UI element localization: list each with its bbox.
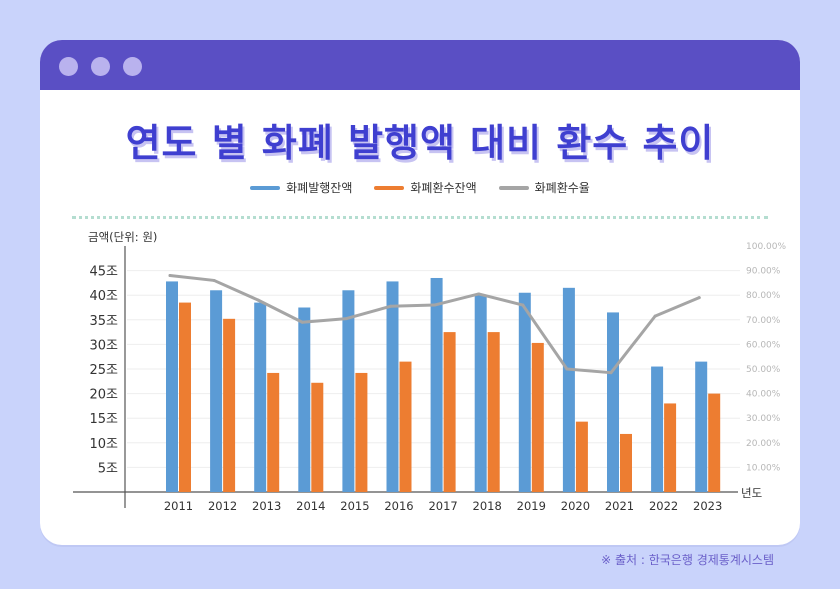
bar-returned bbox=[487, 332, 500, 492]
x-tick-label: 2011 bbox=[164, 499, 193, 513]
y2-tick-label: 60.00% bbox=[746, 340, 781, 350]
bar-returned bbox=[355, 372, 368, 492]
legend-swatch-issued bbox=[250, 185, 281, 190]
legend-label-rate: 화폐환수율 bbox=[534, 181, 590, 195]
divider bbox=[72, 216, 768, 219]
y2-tick-label: 10.00% bbox=[746, 463, 781, 473]
bar-issued bbox=[298, 307, 311, 492]
x-tick-label: 2020 bbox=[561, 499, 590, 513]
bar-issued bbox=[210, 290, 223, 492]
legend-label-returned: 화폐환수잔액 bbox=[410, 181, 477, 195]
bar-issued bbox=[166, 281, 178, 492]
x-tick-label: 2015 bbox=[340, 499, 369, 513]
y2-tick-label: 70.00% bbox=[746, 316, 781, 326]
y2-tick-label: 50.00% bbox=[746, 365, 781, 375]
rate-point bbox=[521, 303, 525, 307]
bar-issued bbox=[386, 281, 399, 492]
y-tick-label: 40조 bbox=[89, 289, 118, 304]
legend-item-returned: 화폐환수잔액 bbox=[374, 179, 477, 196]
y2-tick-label: 30.00% bbox=[746, 414, 781, 424]
bar-issued bbox=[607, 312, 619, 492]
bar-returned bbox=[311, 382, 324, 492]
x-axis-title: 년도 bbox=[741, 486, 762, 500]
window-dot-icon bbox=[123, 57, 142, 76]
bar-issued bbox=[651, 366, 664, 492]
rate-point bbox=[477, 292, 481, 296]
y-tick-label: 30조 bbox=[89, 338, 118, 353]
x-tick-label: 2019 bbox=[517, 499, 546, 513]
rate-point bbox=[609, 371, 613, 375]
y2-tick-label: 100.00% bbox=[746, 242, 786, 252]
bar-returned bbox=[179, 302, 191, 492]
legend-item-issued: 화폐발행잔액 bbox=[250, 179, 352, 196]
x-tick-label: 2017 bbox=[428, 499, 457, 513]
x-tick-label: 2013 bbox=[252, 499, 281, 513]
bar-issued bbox=[562, 287, 575, 492]
bar-returned bbox=[223, 318, 236, 492]
y-tick-label: 45조 bbox=[89, 265, 118, 280]
y-tick-label: 15조 bbox=[89, 412, 118, 427]
chart-title: 연도 별 화폐 발행액 대비 환수 추이 bbox=[125, 121, 715, 165]
y-tick-label: 25조 bbox=[89, 363, 118, 378]
bar-returned bbox=[443, 332, 456, 492]
y2-tick-label: 20.00% bbox=[746, 439, 781, 449]
legend-item-rate: 화폐환수율 bbox=[498, 179, 590, 196]
bar-returned bbox=[708, 393, 721, 492]
chart-legend: 화폐발행잔액 화폐환수잔액 화폐환수율 bbox=[40, 179, 800, 196]
x-tick-label: 2012 bbox=[208, 499, 237, 513]
y2-tick-label: 80.00% bbox=[746, 291, 781, 301]
y-tick-label: 10조 bbox=[89, 437, 118, 452]
rate-point bbox=[168, 274, 172, 278]
bar-returned bbox=[399, 361, 412, 492]
bar-returned bbox=[267, 372, 280, 492]
x-tick-label: 2016 bbox=[384, 499, 413, 513]
window-dot-icon bbox=[59, 57, 78, 76]
rate-point bbox=[697, 296, 701, 300]
rate-point bbox=[653, 314, 657, 318]
y2-tick-label: 90.00% bbox=[746, 267, 781, 277]
y-tick-label: 20조 bbox=[89, 388, 118, 403]
bar-issued bbox=[430, 277, 443, 492]
rate-point bbox=[300, 320, 304, 324]
window-titlebar bbox=[40, 40, 800, 90]
bar-returned bbox=[664, 403, 677, 492]
bar-issued bbox=[518, 292, 531, 492]
x-tick-label: 2021 bbox=[605, 499, 634, 513]
y2-tick-label: 40.00% bbox=[746, 390, 781, 400]
y-tick-label: 35조 bbox=[89, 314, 118, 329]
y-tick-label: 5조 bbox=[98, 461, 118, 476]
rate-point bbox=[565, 367, 569, 371]
x-tick-label: 2023 bbox=[693, 499, 722, 513]
legend-swatch-returned bbox=[374, 185, 405, 190]
bar-issued bbox=[254, 302, 267, 492]
bar-returned bbox=[575, 421, 588, 492]
bar-returned bbox=[620, 433, 632, 492]
bar-issued bbox=[342, 290, 355, 492]
rate-point bbox=[389, 304, 392, 308]
window-dot-icon bbox=[91, 57, 110, 76]
x-tick-label: 2018 bbox=[473, 499, 502, 513]
legend-swatch-rate bbox=[498, 185, 529, 190]
x-tick-label: 2014 bbox=[296, 499, 325, 513]
rate-point bbox=[256, 298, 260, 302]
rate-point bbox=[212, 278, 216, 282]
rate-point bbox=[344, 317, 348, 321]
y-axis-title: 금액(단위: 원) bbox=[88, 230, 157, 244]
bar-returned bbox=[531, 342, 544, 492]
legend-label-issued: 화폐발행잔액 bbox=[286, 181, 353, 195]
x-tick-label: 2022 bbox=[649, 499, 678, 513]
bar-issued bbox=[695, 361, 708, 492]
bar-issued bbox=[474, 295, 487, 492]
rate-point bbox=[433, 303, 437, 307]
source-note: ※ 출처 : 한국은행 경제통계시스템 bbox=[601, 553, 774, 567]
